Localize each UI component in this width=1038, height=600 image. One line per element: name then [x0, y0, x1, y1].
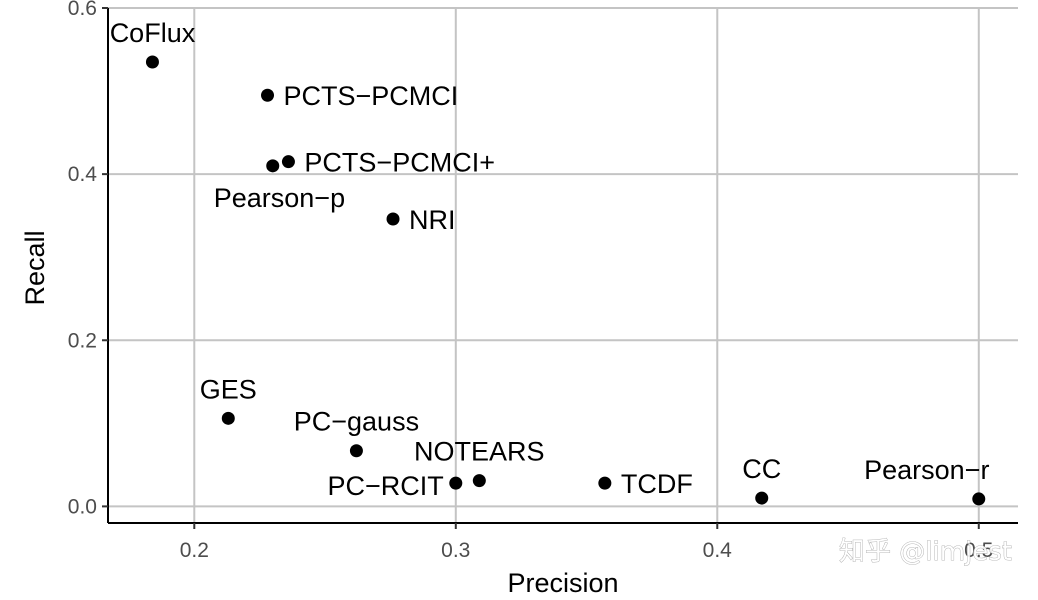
x-tick-label: 0.4	[703, 539, 733, 562]
data-point	[145, 55, 159, 69]
data-point	[755, 491, 769, 505]
x-axis-title: Precision	[507, 568, 618, 598]
point-label: TCDF	[621, 469, 693, 499]
point-label: Pearson−p	[214, 183, 345, 213]
data-point	[449, 476, 463, 490]
y-tick-label: 0.0	[68, 495, 97, 518]
watermark-text: 知乎 @limjest	[839, 537, 1012, 567]
point-labels: CoFlux PCTS−PCMCI Pearson−p PCTS−PCMCI+ NRI G…	[110, 18, 990, 501]
data-point	[598, 476, 612, 490]
grid-lines	[108, 7, 1018, 523]
data-point	[349, 444, 363, 458]
data-point	[972, 492, 986, 506]
x-tick-label: 0.3	[441, 539, 470, 562]
axes	[107, 8, 1018, 524]
data-points	[145, 55, 986, 506]
y-tick-label: 0.6	[68, 0, 97, 20]
data-point	[386, 212, 400, 226]
point-label: NOTEARS	[414, 437, 545, 467]
y-tick-label: 0.2	[68, 329, 97, 352]
y-axis-ticks: 0.0 0.2 0.4 0.6	[68, 0, 108, 518]
point-label: PC−RCIT	[328, 471, 444, 501]
point-label: Pearson−r	[864, 455, 989, 485]
y-tick-label: 0.4	[68, 163, 98, 186]
point-label: PCTS−PCMCI	[284, 81, 459, 111]
point-label: CC	[742, 454, 781, 484]
data-point	[472, 474, 486, 488]
point-label: PC−gauss	[294, 407, 419, 437]
data-point	[266, 159, 280, 173]
point-label: GES	[200, 374, 257, 404]
x-tick-label: 0.2	[180, 539, 209, 562]
data-point	[221, 411, 235, 425]
point-label: PCTS−PCMCI+	[304, 148, 495, 178]
data-point	[261, 88, 275, 102]
data-point	[281, 155, 295, 169]
x-axis-ticks: 0.2 0.3 0.4 0.5	[180, 523, 993, 562]
point-label: NRI	[409, 205, 456, 235]
x-tick-label: 0.5	[964, 539, 993, 562]
point-label: CoFlux	[110, 18, 196, 48]
y-axis-title: Recall	[20, 230, 50, 305]
